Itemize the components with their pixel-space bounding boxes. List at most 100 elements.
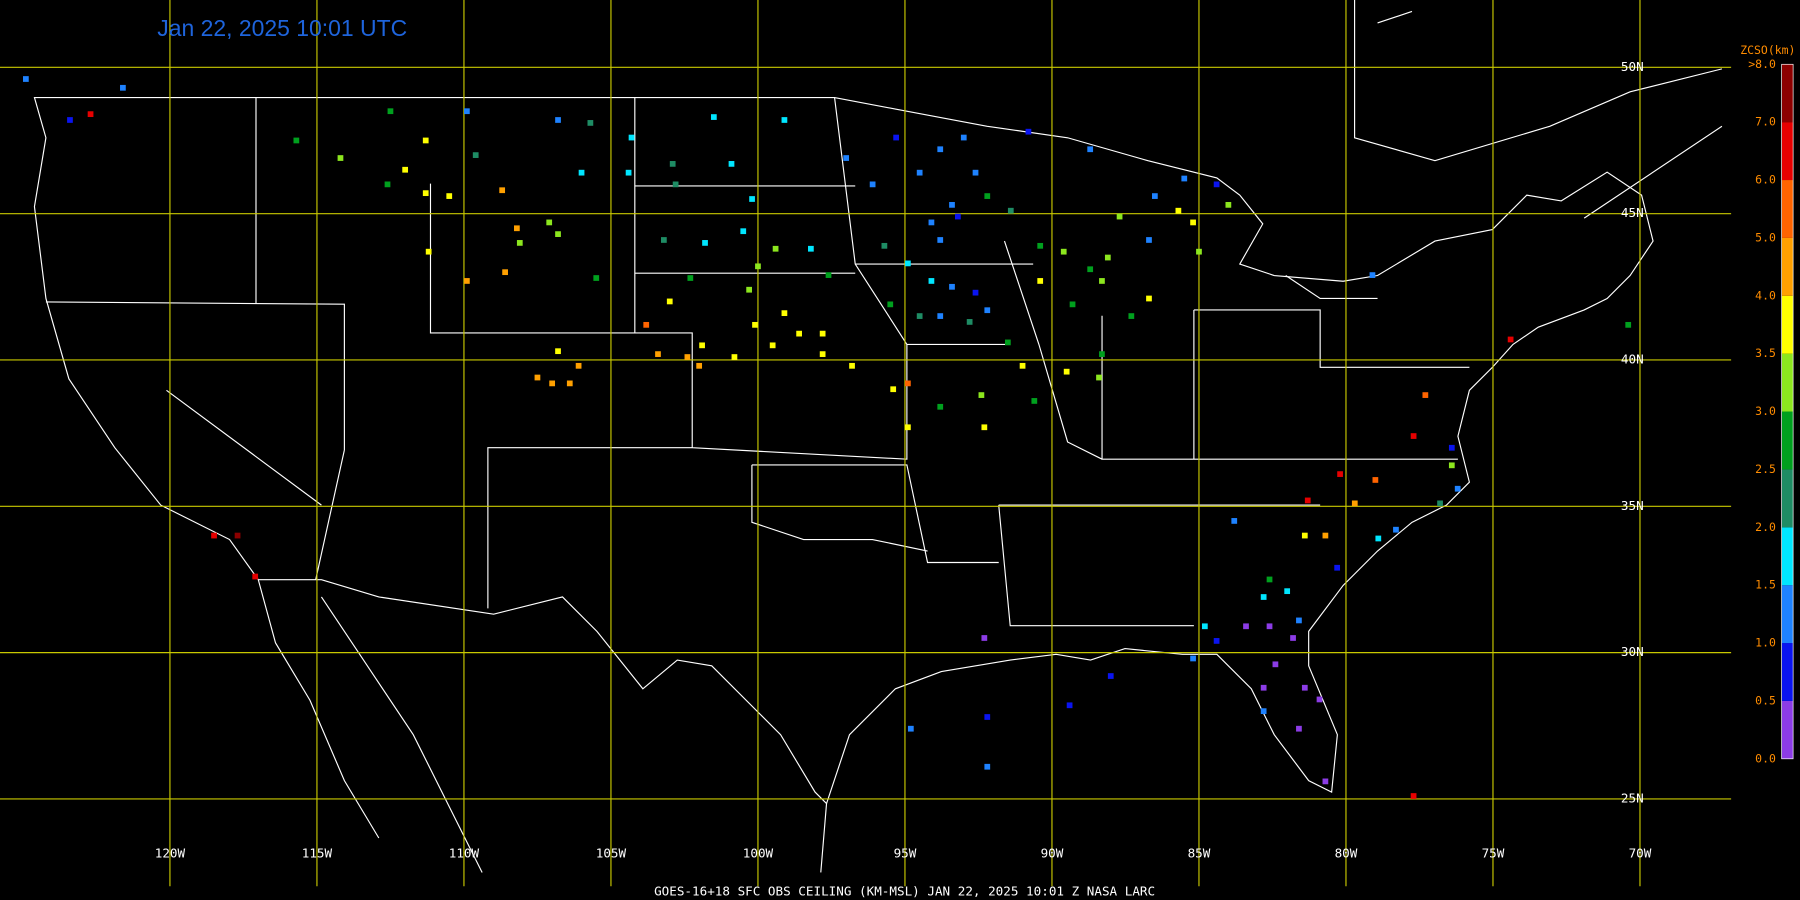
station bbox=[1448, 444, 1455, 451]
station bbox=[1260, 594, 1267, 600]
station bbox=[1296, 617, 1302, 624]
legend-swatch bbox=[1781, 643, 1794, 701]
station bbox=[728, 161, 735, 167]
grid: 120W 115W 110W 105W 100W 95W 90W 85W 80W 75W 70W 25… bbox=[0, 0, 1732, 887]
stations bbox=[23, 76, 1632, 799]
station bbox=[1266, 623, 1273, 630]
station bbox=[893, 134, 900, 141]
station bbox=[502, 269, 508, 276]
legend-swatch bbox=[1781, 64, 1794, 123]
station bbox=[1369, 272, 1376, 278]
legend-swatch bbox=[1781, 122, 1794, 181]
station bbox=[1087, 146, 1094, 153]
station bbox=[740, 228, 747, 235]
station bbox=[916, 169, 923, 176]
station bbox=[575, 362, 582, 369]
station bbox=[984, 193, 991, 199]
station bbox=[513, 225, 520, 232]
station bbox=[687, 275, 694, 281]
station bbox=[643, 321, 650, 328]
legend-swatch bbox=[1781, 469, 1794, 528]
station bbox=[769, 342, 776, 349]
legend-label: 7.0 bbox=[1755, 115, 1776, 129]
station bbox=[949, 201, 955, 208]
latitude-label: 35N bbox=[1621, 498, 1644, 513]
station bbox=[402, 166, 409, 173]
station bbox=[672, 181, 679, 188]
station bbox=[1213, 181, 1220, 188]
longitude-label: 95W bbox=[894, 846, 917, 861]
longitude-label: 105W bbox=[596, 846, 627, 861]
station bbox=[1099, 278, 1105, 284]
station bbox=[1004, 339, 1011, 346]
station bbox=[87, 111, 94, 118]
station bbox=[825, 272, 832, 278]
station bbox=[928, 219, 935, 226]
legend-label: 3.5 bbox=[1755, 346, 1776, 360]
station bbox=[464, 278, 470, 284]
station bbox=[1063, 368, 1070, 375]
legend-swatch bbox=[1781, 585, 1794, 644]
station bbox=[1372, 477, 1379, 483]
station bbox=[120, 84, 126, 91]
station bbox=[1213, 638, 1220, 644]
longitude-label: 70W bbox=[1629, 846, 1652, 861]
station bbox=[949, 283, 955, 290]
station bbox=[843, 155, 850, 161]
station bbox=[1225, 201, 1232, 208]
station bbox=[534, 374, 541, 381]
station bbox=[819, 330, 826, 337]
station bbox=[1272, 661, 1279, 668]
station bbox=[752, 321, 758, 328]
station bbox=[1284, 588, 1291, 595]
station bbox=[881, 242, 888, 249]
station bbox=[546, 219, 553, 226]
station bbox=[666, 298, 673, 305]
latitude-label: 50N bbox=[1621, 59, 1644, 74]
station bbox=[446, 193, 453, 199]
station bbox=[960, 134, 967, 141]
station bbox=[984, 763, 991, 770]
station bbox=[1128, 313, 1135, 319]
station bbox=[1069, 301, 1076, 308]
station bbox=[937, 313, 944, 319]
station bbox=[1375, 535, 1382, 542]
canada-coast bbox=[1285, 0, 1723, 300]
station bbox=[772, 245, 779, 252]
longitude-label: 90W bbox=[1041, 846, 1064, 861]
longitude-label: 115W bbox=[302, 846, 333, 861]
station bbox=[1087, 266, 1094, 273]
station bbox=[1301, 532, 1308, 539]
station bbox=[702, 240, 708, 246]
station bbox=[937, 403, 944, 410]
legend-label: 4.0 bbox=[1755, 288, 1776, 302]
station bbox=[984, 714, 991, 720]
station bbox=[955, 213, 961, 220]
station bbox=[710, 114, 717, 120]
station bbox=[907, 725, 914, 732]
station bbox=[1104, 254, 1111, 261]
station bbox=[696, 362, 703, 369]
station bbox=[1437, 500, 1443, 507]
station bbox=[337, 155, 344, 161]
legend-swatch bbox=[1781, 237, 1794, 296]
station bbox=[464, 108, 470, 115]
station bbox=[978, 392, 985, 398]
station bbox=[1231, 518, 1238, 524]
legend-label: 0.5 bbox=[1755, 693, 1776, 707]
station bbox=[566, 380, 573, 387]
station bbox=[555, 348, 561, 355]
station bbox=[23, 76, 29, 82]
station bbox=[890, 386, 897, 393]
station bbox=[1316, 696, 1323, 703]
station bbox=[1196, 248, 1202, 255]
legend-label: 3.0 bbox=[1755, 404, 1776, 418]
station bbox=[1201, 623, 1208, 630]
station bbox=[808, 245, 814, 252]
station bbox=[1351, 500, 1358, 507]
legend-swatch bbox=[1781, 295, 1794, 354]
legend-label: 1.0 bbox=[1755, 636, 1776, 650]
station bbox=[252, 573, 259, 580]
station bbox=[1037, 278, 1044, 284]
